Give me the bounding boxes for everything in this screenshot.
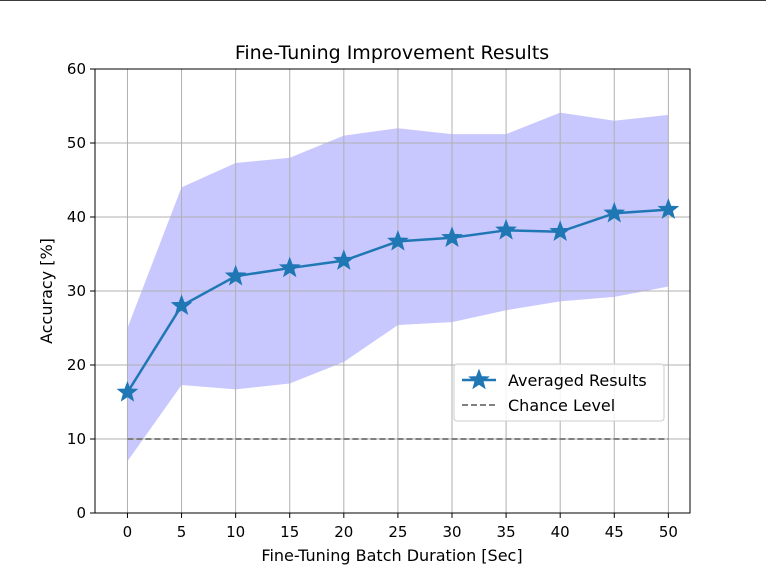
top-border-line bbox=[0, 0, 766, 1]
legend-averaged-star-icon bbox=[468, 368, 490, 390]
averaged-results-point-35 bbox=[495, 218, 517, 240]
averaged-results-point-30 bbox=[441, 226, 463, 247]
legend-averaged-label: Averaged Results bbox=[508, 371, 647, 390]
averaged-results-point-50 bbox=[657, 198, 680, 219]
x-tick-label: 45 bbox=[605, 523, 624, 541]
y-tick-label: 40 bbox=[67, 208, 86, 226]
y-tick-label: 20 bbox=[67, 356, 86, 374]
x-tick-label: 15 bbox=[280, 523, 299, 541]
chart-title: Fine-Tuning Improvement Results bbox=[235, 42, 549, 64]
y-tick-label: 10 bbox=[67, 430, 86, 448]
x-tick-label: 0 bbox=[123, 523, 133, 541]
x-tick-label: 10 bbox=[226, 523, 245, 541]
legend: Averaged Results Chance Level bbox=[453, 363, 665, 422]
averaged-results-point-45 bbox=[603, 201, 626, 223]
x-tick-label: 20 bbox=[334, 523, 353, 541]
averaged-results-point-25 bbox=[387, 229, 409, 251]
x-tick-label: 40 bbox=[551, 523, 570, 541]
y-axis-label: Accuracy [%] bbox=[37, 238, 56, 344]
averaged-results-point-20 bbox=[332, 249, 355, 270]
legend-chance-label: Chance Level bbox=[508, 396, 615, 415]
averaged-results-point-5 bbox=[170, 294, 193, 316]
averaged-results-point-15 bbox=[278, 256, 301, 278]
legend-box bbox=[453, 363, 665, 422]
averaged-results-point-40 bbox=[549, 220, 572, 242]
y-tick-label: 0 bbox=[76, 504, 86, 522]
x-tick-label: 50 bbox=[659, 523, 678, 541]
averaged-results-point-10 bbox=[224, 264, 247, 286]
averaged-results-point-0 bbox=[116, 380, 139, 402]
x-axis-label: Fine-Tuning Batch Duration [Sec] bbox=[261, 546, 522, 565]
y-tick-label: 60 bbox=[67, 60, 86, 78]
x-tick-label: 5 bbox=[177, 523, 187, 541]
x-tick-label: 35 bbox=[497, 523, 516, 541]
x-tick-label: 30 bbox=[442, 523, 461, 541]
y-tick-label: 30 bbox=[67, 282, 86, 300]
y-tick-label: 50 bbox=[67, 134, 86, 152]
x-tick-label: 25 bbox=[388, 523, 407, 541]
